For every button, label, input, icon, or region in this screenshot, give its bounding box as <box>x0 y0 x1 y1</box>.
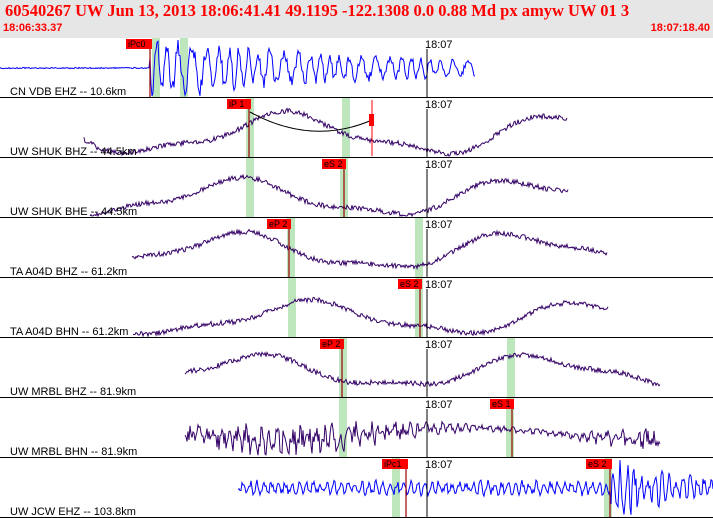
pick-label: eS 2 <box>400 279 419 289</box>
pick-label: iP 1 <box>229 99 244 109</box>
pick-flag[interactable] <box>227 99 251 109</box>
phase-pick[interactable]: eS 1 <box>490 399 514 458</box>
phase-window <box>506 398 514 458</box>
pick-label: iPc0 <box>128 39 146 49</box>
phase-window <box>246 98 254 158</box>
minute-marker-label: 18:07 <box>425 399 453 411</box>
phase-window <box>415 218 423 278</box>
pick-flag[interactable] <box>398 279 422 289</box>
pick-flag[interactable] <box>490 399 514 409</box>
phase-pick[interactable]: iP 1 <box>227 99 251 158</box>
pick-flag[interactable] <box>322 159 346 169</box>
phase-window <box>604 458 612 518</box>
pick-flag[interactable] <box>126 39 152 49</box>
channel-label: UW MRBL BHN -- 81.9km <box>10 446 137 458</box>
pick-label: iPc1 <box>384 459 402 469</box>
phase-window <box>339 398 347 458</box>
phase-pick[interactable]: eS 2 <box>586 459 612 518</box>
channel-label: TA A04D BHZ -- 61.2km <box>10 266 127 278</box>
channel-label: TA A04D BHN -- 61.2km <box>10 326 128 338</box>
phase-window <box>415 278 423 338</box>
window-end-time: 18:07:18.40 <box>650 22 710 34</box>
channel-label: UW JCW EHZ -- 103.8km <box>10 506 136 518</box>
phase-pick[interactable]: eS 2 <box>322 159 346 218</box>
phase-pick[interactable]: eP 2 <box>267 219 291 278</box>
minute-marker-label: 18:07 <box>425 339 453 351</box>
phase-window <box>180 38 188 98</box>
event-summary-line: 60540267 UW Jun 13, 2013 18:06:41.41 49.… <box>5 1 630 20</box>
coda-cursor-handle[interactable] <box>369 114 374 126</box>
event-header: 60540267 UW Jun 13, 2013 18:06:41.41 49.… <box>0 0 713 38</box>
phase-window <box>339 338 347 398</box>
waveform-trace[interactable] <box>131 228 608 271</box>
waveform-trace[interactable] <box>237 459 713 515</box>
pick-flag[interactable] <box>586 459 612 469</box>
phase-pick[interactable]: iPc1 <box>382 459 408 518</box>
trace-panel[interactable]: iPc0 iP 1 eS 2 eP 2 eS 2 eP 2 eS 1 iPc1 eS 2 18:… <box>0 38 713 518</box>
pick-flag[interactable] <box>320 339 344 349</box>
minute-marker-label: 18:07 <box>425 99 453 111</box>
minute-marker-label: 18:07 <box>425 159 453 171</box>
amplitude-fit-curve <box>249 111 373 132</box>
pick-label: eS 2 <box>588 459 607 469</box>
phase-window <box>246 158 254 218</box>
minute-marker-label: 18:07 <box>425 219 453 231</box>
pick-flag[interactable] <box>382 459 408 469</box>
window-start-time: 18:06:33.37 <box>3 22 63 34</box>
phase-pick[interactable]: eP 2 <box>320 339 344 398</box>
waveform-trace[interactable] <box>83 107 568 157</box>
channel-label: CN VDB EHZ -- 10.6km <box>10 86 126 98</box>
phase-window <box>287 218 295 278</box>
pick-label: eP 2 <box>322 339 340 349</box>
phase-pick[interactable]: eS 2 <box>398 279 422 338</box>
phase-window <box>152 38 160 98</box>
phase-window <box>507 338 515 398</box>
channel-label: UW SHUK BHE -- 44.5km <box>10 206 137 218</box>
waveform-trace[interactable] <box>89 173 569 218</box>
waveform-trace[interactable] <box>132 296 609 338</box>
channel-label: UW MRBL BHZ -- 81.9km <box>10 386 136 398</box>
minute-marker-label: 18:07 <box>425 459 453 471</box>
phase-window <box>288 278 296 338</box>
phase-pick[interactable]: iPc0 <box>126 39 152 98</box>
pick-flag[interactable] <box>267 219 291 229</box>
waveform-trace[interactable] <box>184 420 661 456</box>
pick-label: eP 2 <box>269 219 287 229</box>
minute-marker-label: 18:07 <box>425 39 453 51</box>
minute-marker-label: 18:07 <box>425 279 453 291</box>
waveform-trace[interactable] <box>0 39 476 97</box>
channel-label: UW SHUK BHZ -- 44.5km <box>10 146 137 158</box>
pick-label: eS 2 <box>324 159 343 169</box>
pick-label: eS 1 <box>492 399 511 409</box>
waveform-trace[interactable] <box>184 351 661 388</box>
